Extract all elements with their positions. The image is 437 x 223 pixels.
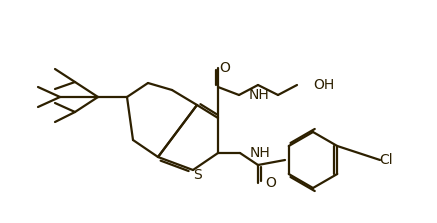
Text: O: O: [219, 61, 230, 75]
Text: O: O: [265, 176, 276, 190]
Text: NH: NH: [250, 146, 271, 160]
Text: NH: NH: [249, 88, 270, 102]
Text: Cl: Cl: [379, 153, 393, 167]
Text: OH: OH: [313, 78, 334, 92]
Text: S: S: [194, 168, 202, 182]
